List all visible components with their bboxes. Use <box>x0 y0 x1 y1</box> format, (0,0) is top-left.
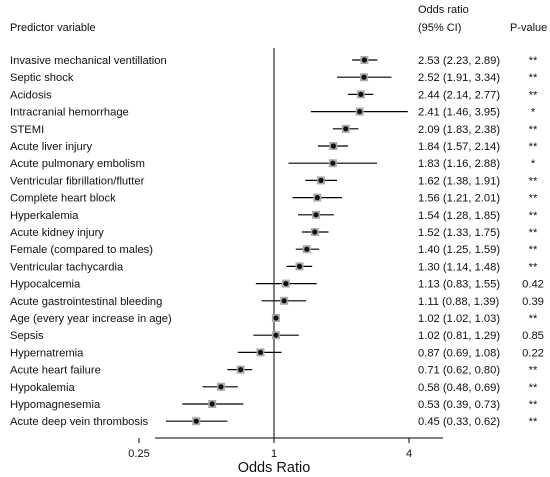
or-ci-value: 2.53 (2.23, 2.89) <box>418 55 500 67</box>
point-estimate <box>343 126 349 132</box>
point-estimate <box>273 332 279 338</box>
or-ci-value: 1.02 (0.81, 1.29) <box>418 330 500 342</box>
p-value: ** <box>529 399 538 411</box>
point-estimate <box>218 384 224 390</box>
x-axis-label: Odds Ratio <box>238 460 311 476</box>
point-estimate <box>209 401 215 407</box>
point-estimate <box>361 74 367 80</box>
rows-group: Invasive mechanical ventillation 2.53 (2.… <box>10 55 544 428</box>
point-estimate <box>283 281 289 287</box>
or-ci-value: 1.30 (1.14, 1.48) <box>418 261 500 273</box>
row-label: Acute pulmonary embolism <box>10 158 145 170</box>
row-label: Acute gastrointestinal bleeding <box>10 296 162 308</box>
row-label: Acidosis <box>10 89 52 101</box>
row-label: Sepsis <box>10 330 44 342</box>
row-label: Female (compared to males) <box>10 244 153 256</box>
p-value: ** <box>529 141 538 153</box>
row-label: Hypernatremia <box>10 347 84 359</box>
p-value: 0.42 <box>522 279 544 291</box>
row-label: Acute deep vein thrombosis <box>10 416 148 428</box>
p-value: * <box>531 158 536 170</box>
or-ci-value: 1.40 (1.25, 1.59) <box>418 244 500 256</box>
or-ci-value: 2.09 (1.83, 2.38) <box>418 124 500 136</box>
row-label: Hypocalcemia <box>10 279 81 291</box>
p-value: ** <box>529 210 538 222</box>
or-ci-value: 1.83 (1.16, 2.88) <box>418 158 500 170</box>
or-ci-value: 1.54 (1.28, 1.85) <box>418 210 500 222</box>
x-tick-label: 1 <box>271 448 277 460</box>
p-value: 0.85 <box>522 330 544 342</box>
row-label: Acute heart failure <box>10 365 101 377</box>
p-value: ** <box>529 313 538 325</box>
row-label: Septic shock <box>10 72 74 84</box>
point-estimate <box>314 195 320 201</box>
p-value: ** <box>529 227 538 239</box>
odds-ratio-header: Odds ratio <box>418 4 469 16</box>
p-value: ** <box>529 89 538 101</box>
or-ci-value: 0.53 (0.39, 0.73) <box>418 399 500 411</box>
or-ci-value: 0.71 (0.62, 0.80) <box>418 365 500 377</box>
or-ci-value: 2.44 (2.14, 2.77) <box>418 89 500 101</box>
point-estimate <box>330 143 336 149</box>
predictor-header: Predictor variable <box>10 22 96 34</box>
or-ci-value: 2.41 (1.46, 3.95) <box>418 107 500 119</box>
p-value: ** <box>529 382 538 394</box>
pvalue-header: P-value <box>510 22 547 34</box>
row-label: Invasive mechanical ventillation <box>10 55 167 67</box>
or-ci-value: 2.52 (1.91, 3.34) <box>418 72 500 84</box>
or-ci-value: 1.02 (1.02, 1.03) <box>418 313 500 325</box>
point-estimate <box>238 367 244 373</box>
point-estimate <box>330 160 336 166</box>
row-label: Hypokalemia <box>10 382 75 394</box>
p-value: 0.39 <box>522 296 544 308</box>
p-value: * <box>531 107 536 119</box>
point-estimate <box>281 298 287 304</box>
or-ci-value: 0.58 (0.48, 0.69) <box>418 382 500 394</box>
p-value: ** <box>529 416 538 428</box>
row-label: Acute kidney injury <box>10 227 104 239</box>
or-ci-value: 1.13 (0.83, 1.55) <box>418 279 500 291</box>
ci-header: (95% CI) <box>418 22 461 34</box>
p-value: ** <box>529 365 538 377</box>
row-label: Hyperkalemia <box>10 210 79 222</box>
or-ci-value: 0.87 (0.69, 1.08) <box>418 347 500 359</box>
point-estimate <box>357 109 363 115</box>
p-value: ** <box>529 72 538 84</box>
row-label: Ventricular fibrillation/flutter <box>10 175 145 187</box>
row-label: Complete heart block <box>10 193 116 205</box>
point-estimate <box>273 315 279 321</box>
p-value: 0.22 <box>522 347 544 359</box>
point-estimate <box>318 177 324 183</box>
row-label: STEMI <box>10 124 44 136</box>
point-estimate <box>304 246 310 252</box>
or-ci-value: 1.62 (1.38, 1.91) <box>418 175 500 187</box>
row-label: Hypomagnesemia <box>10 399 101 411</box>
point-estimate <box>313 212 319 218</box>
p-value: ** <box>529 193 538 205</box>
row-label: Ventricular tachycardia <box>10 261 124 273</box>
p-value: ** <box>529 175 538 187</box>
x-tick-label: 0.25 <box>128 448 149 460</box>
x-axis-ticks: 0.25 1 4 <box>128 438 412 460</box>
point-estimate <box>296 263 303 269</box>
or-ci-value: 1.52 (1.33, 1.75) <box>418 227 500 239</box>
or-ci-value: 1.56 (1.21, 2.01) <box>418 193 500 205</box>
row-label: Age (every year increase in age) <box>10 313 172 325</box>
point-estimate <box>312 229 318 235</box>
point-estimate <box>257 349 264 355</box>
p-value: ** <box>529 244 538 256</box>
point-estimate <box>358 91 364 97</box>
row-label: Acute liver injury <box>10 141 92 153</box>
point-estimate <box>361 57 367 63</box>
p-value: ** <box>529 261 538 273</box>
p-value: ** <box>529 55 538 67</box>
or-ci-value: 1.84 (1.57, 2.14) <box>418 141 500 153</box>
or-ci-value: 0.45 (0.33, 0.62) <box>418 416 500 428</box>
p-value: ** <box>529 124 538 136</box>
or-ci-value: 1.11 (0.88, 1.39) <box>418 296 500 308</box>
row-label: Intracranial hemorrhage <box>10 107 129 119</box>
x-tick-label: 4 <box>406 448 412 460</box>
point-estimate <box>193 418 199 424</box>
